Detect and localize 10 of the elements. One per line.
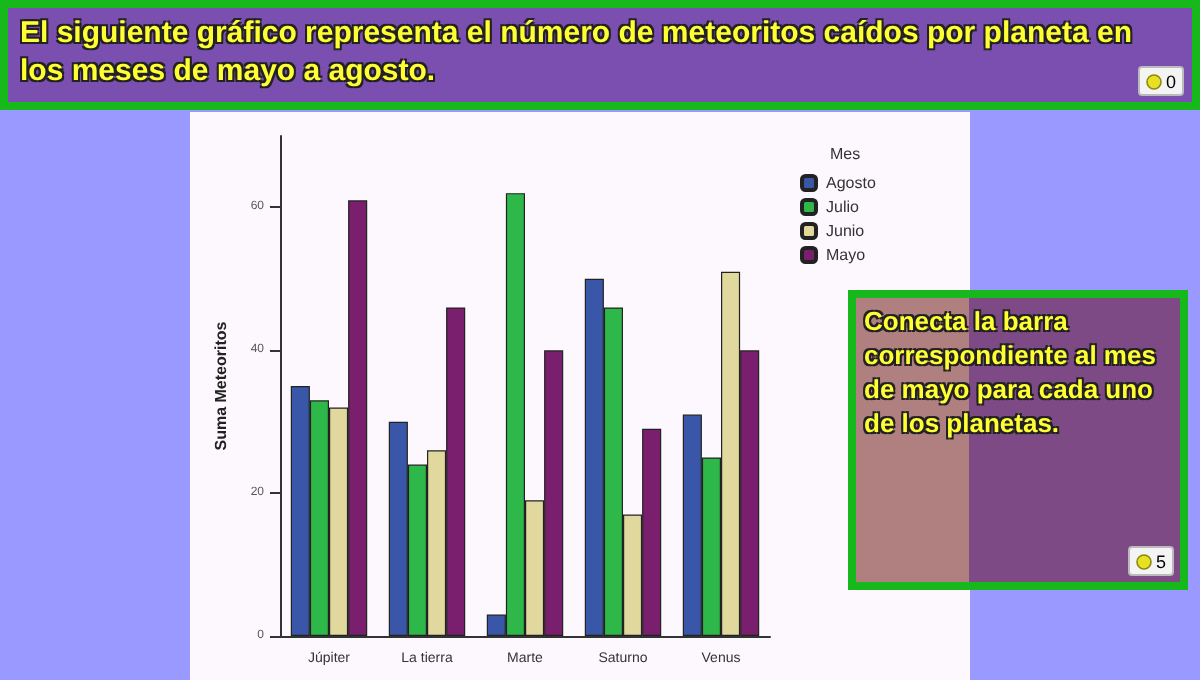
legend-label: Julio [826,198,861,216]
legend-label: Agosto [826,174,877,192]
y-axis-title: Suma Meteoritos [211,320,230,451]
text: Conecta la barra correspondiente al mes de mayo para cada uno de los planetas. [862,304,1158,442]
legend-label: Mayo [826,246,867,264]
chart-title: El siguiente gráfico representa el número de meteoritos caídos por planeta en los meses de mayo a agosto. [20,16,1132,88]
legend-label: Junio [826,222,866,240]
text: 5 [1155,551,1166,571]
legend-title: Mes [830,145,861,163]
text: 0 [1165,71,1176,91]
